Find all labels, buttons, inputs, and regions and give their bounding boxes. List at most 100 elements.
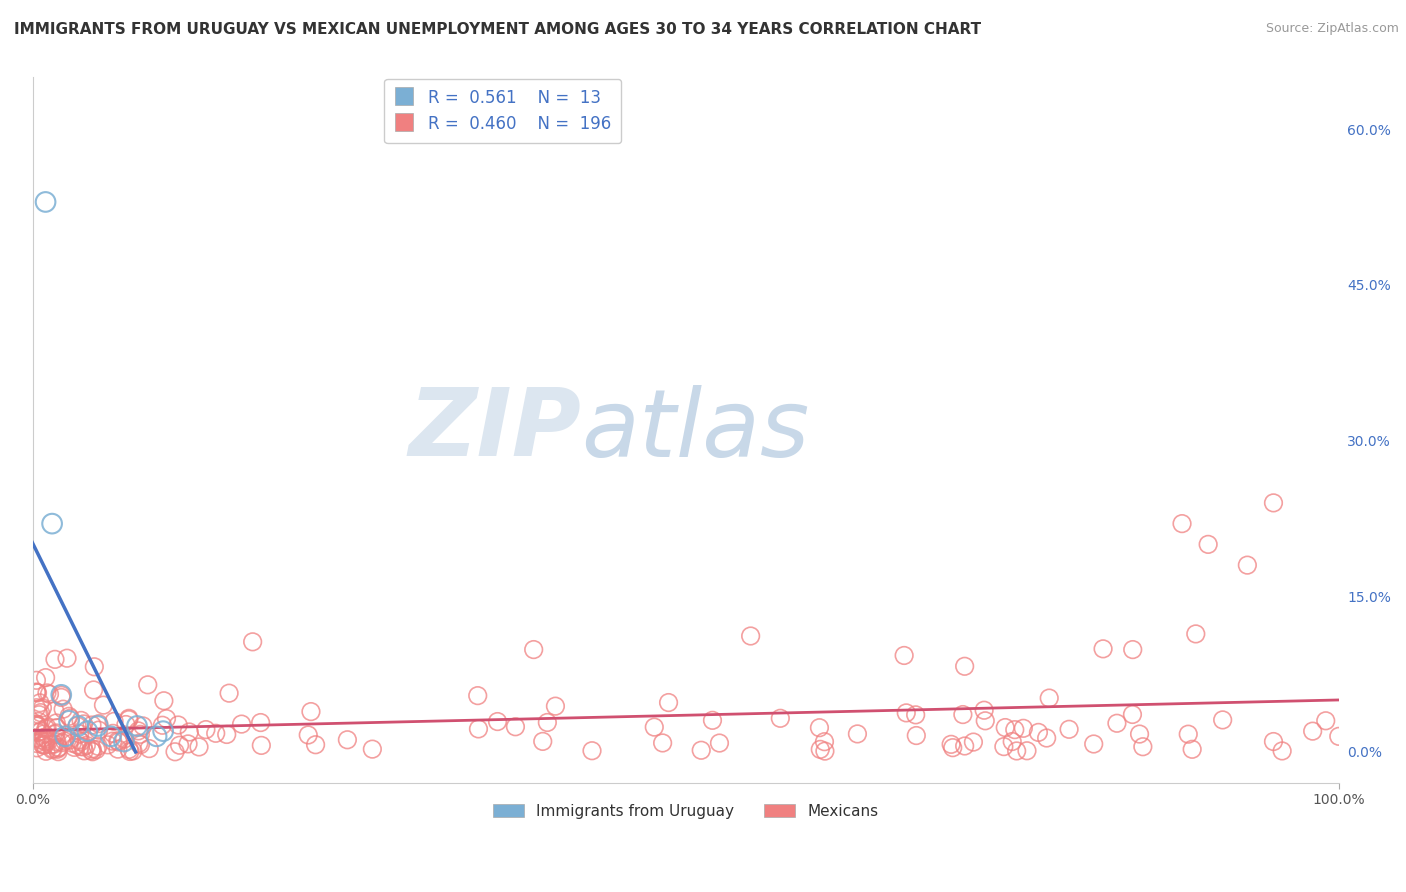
Point [1263,734,1285,748]
Point [56,651,79,665]
Point [1012,721,1035,735]
Text: IMMIGRANTS FROM URUGUAY VS MEXICAN UNEMPLOYMENT AMONG AGES 30 TO 34 YEARS CORREL: IMMIGRANTS FROM URUGUAY VS MEXICAN UNEMP… [14,22,981,37]
Point [51,689,73,703]
Point [336,732,359,747]
Point [25,673,48,688]
Point [66,719,89,733]
Point [122,744,145,758]
Point [846,727,869,741]
Point [75,739,97,753]
Point [31,738,53,752]
Point [67,719,90,733]
Point [87,719,110,733]
Point [129,738,152,752]
Point [72,717,94,731]
Point [101,734,124,748]
Point [297,728,319,742]
Point [1181,742,1204,756]
Point [103,714,125,729]
Point [1302,724,1324,739]
Point [118,742,141,756]
Point [953,659,976,673]
Point [1327,729,1350,743]
Point [83,682,105,697]
Point [994,721,1017,735]
Point [132,719,155,733]
Point [35,721,58,735]
Point [167,718,190,732]
Point [215,727,238,741]
Point [231,717,253,731]
Point [486,714,509,729]
Point [42,737,65,751]
Point [249,715,271,730]
Point [893,648,915,663]
Point [25,717,48,731]
Point [31,701,53,715]
Point [1171,516,1194,531]
Point [218,686,240,700]
Point [690,743,713,757]
Point [34,738,56,752]
Point [25,731,48,745]
Point [1004,723,1026,737]
Point [651,736,673,750]
Point [58,714,80,728]
Point [905,729,928,743]
Point [1197,537,1219,551]
Point [25,700,48,714]
Point [34,194,56,209]
Point [25,740,48,755]
Point [939,737,962,751]
Point [45,735,67,749]
Point [155,712,177,726]
Point [30,724,52,739]
Point [44,704,66,718]
Point [709,736,731,750]
Point [993,739,1015,754]
Point [702,714,724,728]
Point [128,736,150,750]
Point [35,744,58,758]
Point [1092,641,1115,656]
Point [53,729,76,743]
Point [150,718,173,732]
Point [44,652,66,666]
Point [27,686,49,700]
Point [30,706,52,720]
Point [942,740,965,755]
Point [41,516,63,531]
Point [118,713,141,727]
Point [67,733,90,747]
Point [136,678,159,692]
Point [100,729,122,743]
Point [250,739,273,753]
Point [814,744,837,758]
Point [1263,496,1285,510]
Point [114,731,136,746]
Point [1271,744,1294,758]
Point [53,734,76,748]
Point [179,725,201,739]
Point [1184,627,1206,641]
Point [27,714,49,729]
Point [974,714,997,728]
Point [1177,727,1199,741]
Point [70,714,93,728]
Point [44,727,66,741]
Point [51,736,73,750]
Point [37,734,59,748]
Point [740,629,762,643]
Point [153,694,176,708]
Point [813,734,835,748]
Point [48,740,70,755]
Point [46,741,69,756]
Point [69,727,91,741]
Point [60,736,83,750]
Point [188,739,211,754]
Point [76,724,98,739]
Point [1122,642,1144,657]
Point [107,733,129,747]
Point [69,735,91,749]
Text: Source: ZipAtlas.com: Source: ZipAtlas.com [1265,22,1399,36]
